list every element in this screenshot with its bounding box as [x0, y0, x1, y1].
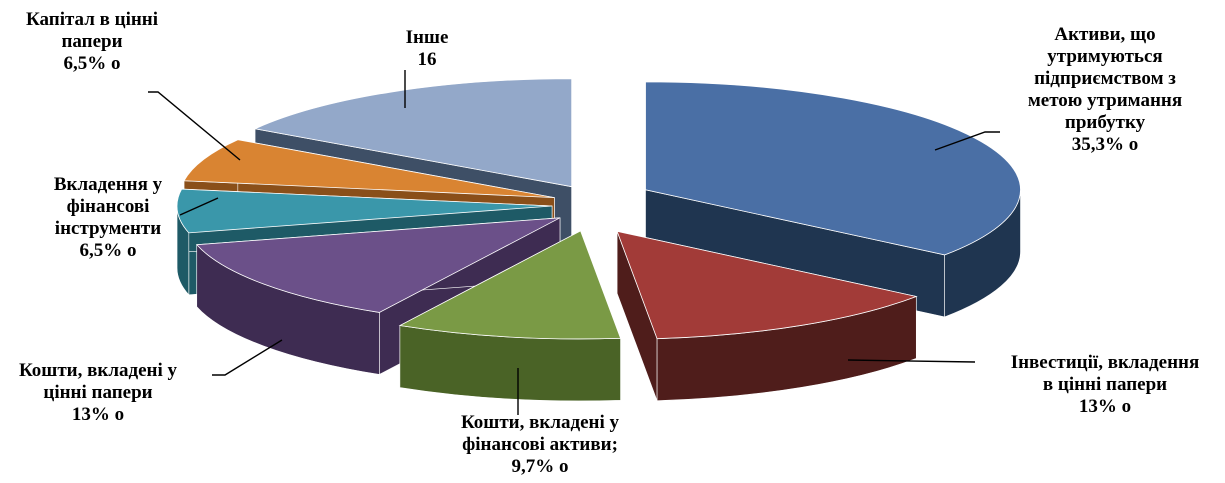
slice-label-1: Активи, що утримуються підприємством з мето… [1028, 24, 1182, 155]
pie-slice-4-top [195, 217, 561, 313]
pie-slice-6-top [183, 139, 555, 199]
slice-label-line: фінансові [67, 196, 150, 217]
pie-tops [176, 78, 1021, 340]
slice-label-line: Активи, що [1054, 24, 1155, 45]
slice-label-line: в цінні папери [1043, 374, 1167, 395]
slice-label-line: папери [61, 31, 122, 52]
pie-slice-7-top [253, 78, 573, 188]
slice-label-line: Вкладення у [54, 174, 163, 195]
pie-slice-2-top [616, 230, 918, 340]
slice-label-line: метою утримання [1028, 90, 1182, 111]
leader-line-1 [934, 131, 1000, 151]
slice-value-1: 35,3% о [1072, 134, 1139, 155]
slice-label-line: фінансові активи; [462, 434, 618, 455]
slice-label-line: утримуються [1047, 46, 1162, 67]
slice-value-7: 16 [418, 49, 437, 70]
slice-label-line: Кошти, вкладені у [461, 412, 620, 433]
pie-slice-5-top [176, 188, 553, 234]
leader-line-5 [179, 197, 219, 216]
slice-label-line: Кошти, вкладені у [19, 360, 178, 381]
slice-label-line: підприємством з [1034, 68, 1176, 89]
slice-label-7: Інше 16 [406, 27, 449, 70]
leader-lines [148, 70, 1000, 415]
slice-label-3: Кошти, вкладені у фінансові активи; 9,7% о [461, 412, 620, 477]
slice-label-line: Капітал в цінні [26, 9, 158, 30]
slice-label-line: Інше [406, 27, 449, 48]
slice-value-2: 13% о [1079, 396, 1131, 417]
leader-line-4 [212, 339, 283, 376]
slice-value-6: 6,5% о [64, 53, 121, 74]
slice-label-6: Капітал в цінні папери 6,5% о [26, 9, 158, 74]
pie-slice-1-top [645, 81, 1021, 256]
slice-label-4: Кошти, вкладені у цінні папери 13% о [19, 360, 178, 425]
slice-label-line: цінні папери [43, 382, 152, 403]
slice-value-5: 6,5% о [80, 240, 137, 261]
slice-labels: Активи, що утримуються підприємством з мето… [19, 9, 1199, 477]
leader-line-2 [847, 359, 976, 363]
slice-label-5: Вкладення у фінансові інструменти 6,5% о [54, 174, 163, 261]
slice-value-4: 13% о [72, 404, 124, 425]
slice-label-line: Інвестиції, вкладення [1011, 352, 1200, 373]
slice-label-line: прибутку [1065, 112, 1146, 133]
slice-value-3: 9,7% о [512, 456, 569, 477]
slice-label-2: Інвестиції, вкладення в цінні папери 13% о [1011, 352, 1200, 417]
leader-line-6 [148, 91, 241, 161]
slice-label-line: інструменти [55, 218, 161, 239]
pie-slice-3-top [398, 230, 622, 340]
